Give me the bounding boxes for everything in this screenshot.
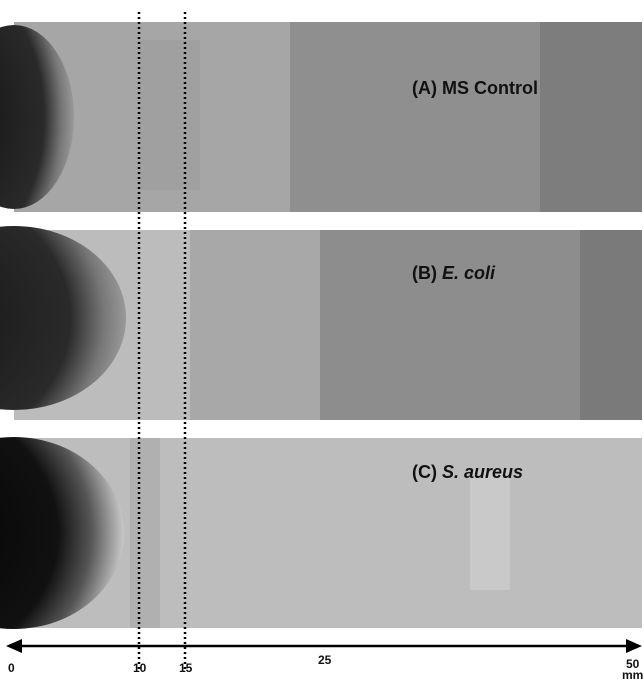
figure-svg: (A) MS Control (B) E. coli (C) S. aureus…	[0, 0, 644, 681]
panel-a	[0, 22, 642, 212]
panel-c	[0, 437, 642, 629]
panel-label: (A) MS Control	[412, 78, 538, 98]
panel-prefix: (C)	[412, 462, 437, 482]
panel-b	[0, 226, 642, 420]
panel-label: (C) S. aureus	[412, 462, 523, 482]
panel-organism: E. coli	[442, 263, 496, 283]
panel-organism: S. aureus	[442, 462, 523, 482]
axis-label: 10	[133, 661, 147, 675]
figure: (A) MS Control (B) E. coli (C) S. aureus…	[0, 0, 644, 681]
panel-prefix: (B)	[412, 263, 437, 283]
panel-label: (B) E. coli	[412, 263, 496, 283]
axis-label: 25	[318, 653, 332, 667]
axis-unit: mm	[622, 668, 643, 681]
axis-label: 0	[8, 661, 15, 675]
axis-arrow	[6, 639, 642, 653]
axis-label: 15	[179, 661, 193, 675]
